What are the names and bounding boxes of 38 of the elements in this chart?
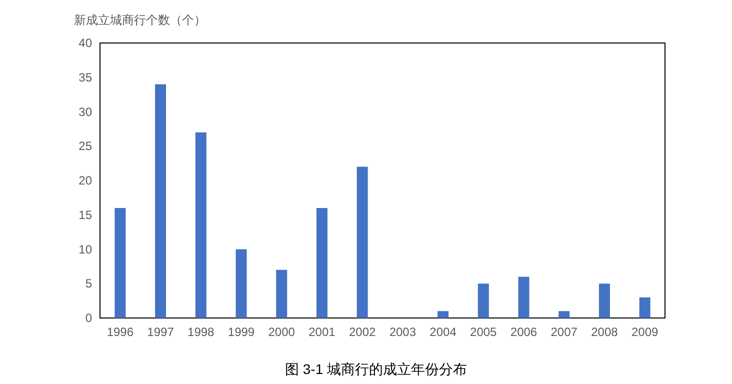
bar bbox=[356, 166, 368, 318]
x-tick-label: 2009 bbox=[631, 325, 658, 339]
y-tick-label: 40 bbox=[78, 36, 92, 50]
y-tick-label: 25 bbox=[78, 139, 92, 154]
bar bbox=[114, 208, 126, 318]
bar bbox=[558, 311, 570, 318]
y-tick-label: 10 bbox=[78, 242, 92, 256]
y-axis-title: 新成立城商行个数（个） bbox=[74, 13, 206, 27]
x-tick-label: 1997 bbox=[147, 325, 174, 339]
x-tick-label: 2005 bbox=[470, 325, 498, 339]
y-tick-label: 15 bbox=[78, 208, 92, 222]
bar bbox=[155, 84, 166, 318]
x-tick-label: 2000 bbox=[268, 325, 296, 339]
x-tick-label: 2004 bbox=[430, 325, 457, 339]
bar bbox=[438, 311, 449, 318]
x-tick-label: 1999 bbox=[228, 325, 255, 339]
y-tick-label: 20 bbox=[78, 174, 92, 188]
x-tick-label: 1996 bbox=[106, 325, 134, 339]
x-tick-label: 2002 bbox=[348, 325, 376, 339]
x-tick-label: 2001 bbox=[308, 325, 336, 339]
y-tick-label: 30 bbox=[78, 104, 92, 119]
x-tick-label: 2003 bbox=[389, 325, 416, 339]
bar bbox=[195, 132, 206, 318]
caption: 图 3-1 城商行的成立年份分布 bbox=[284, 361, 468, 377]
x-tick-label: 2007 bbox=[550, 325, 578, 339]
bar bbox=[598, 284, 610, 318]
x-tick-label: 2008 bbox=[591, 325, 618, 339]
bar bbox=[316, 208, 328, 318]
x-tick-label: 1998 bbox=[188, 325, 215, 339]
y-tick-label: 5 bbox=[85, 276, 92, 291]
bar bbox=[478, 284, 489, 318]
y-tick-label: 35 bbox=[78, 70, 92, 84]
bar bbox=[518, 276, 530, 318]
x-tick-label: 2006 bbox=[510, 325, 538, 339]
bar bbox=[276, 270, 288, 318]
y-tick-label: 0 bbox=[85, 311, 92, 325]
bar bbox=[236, 249, 247, 318]
bar bbox=[639, 297, 650, 318]
